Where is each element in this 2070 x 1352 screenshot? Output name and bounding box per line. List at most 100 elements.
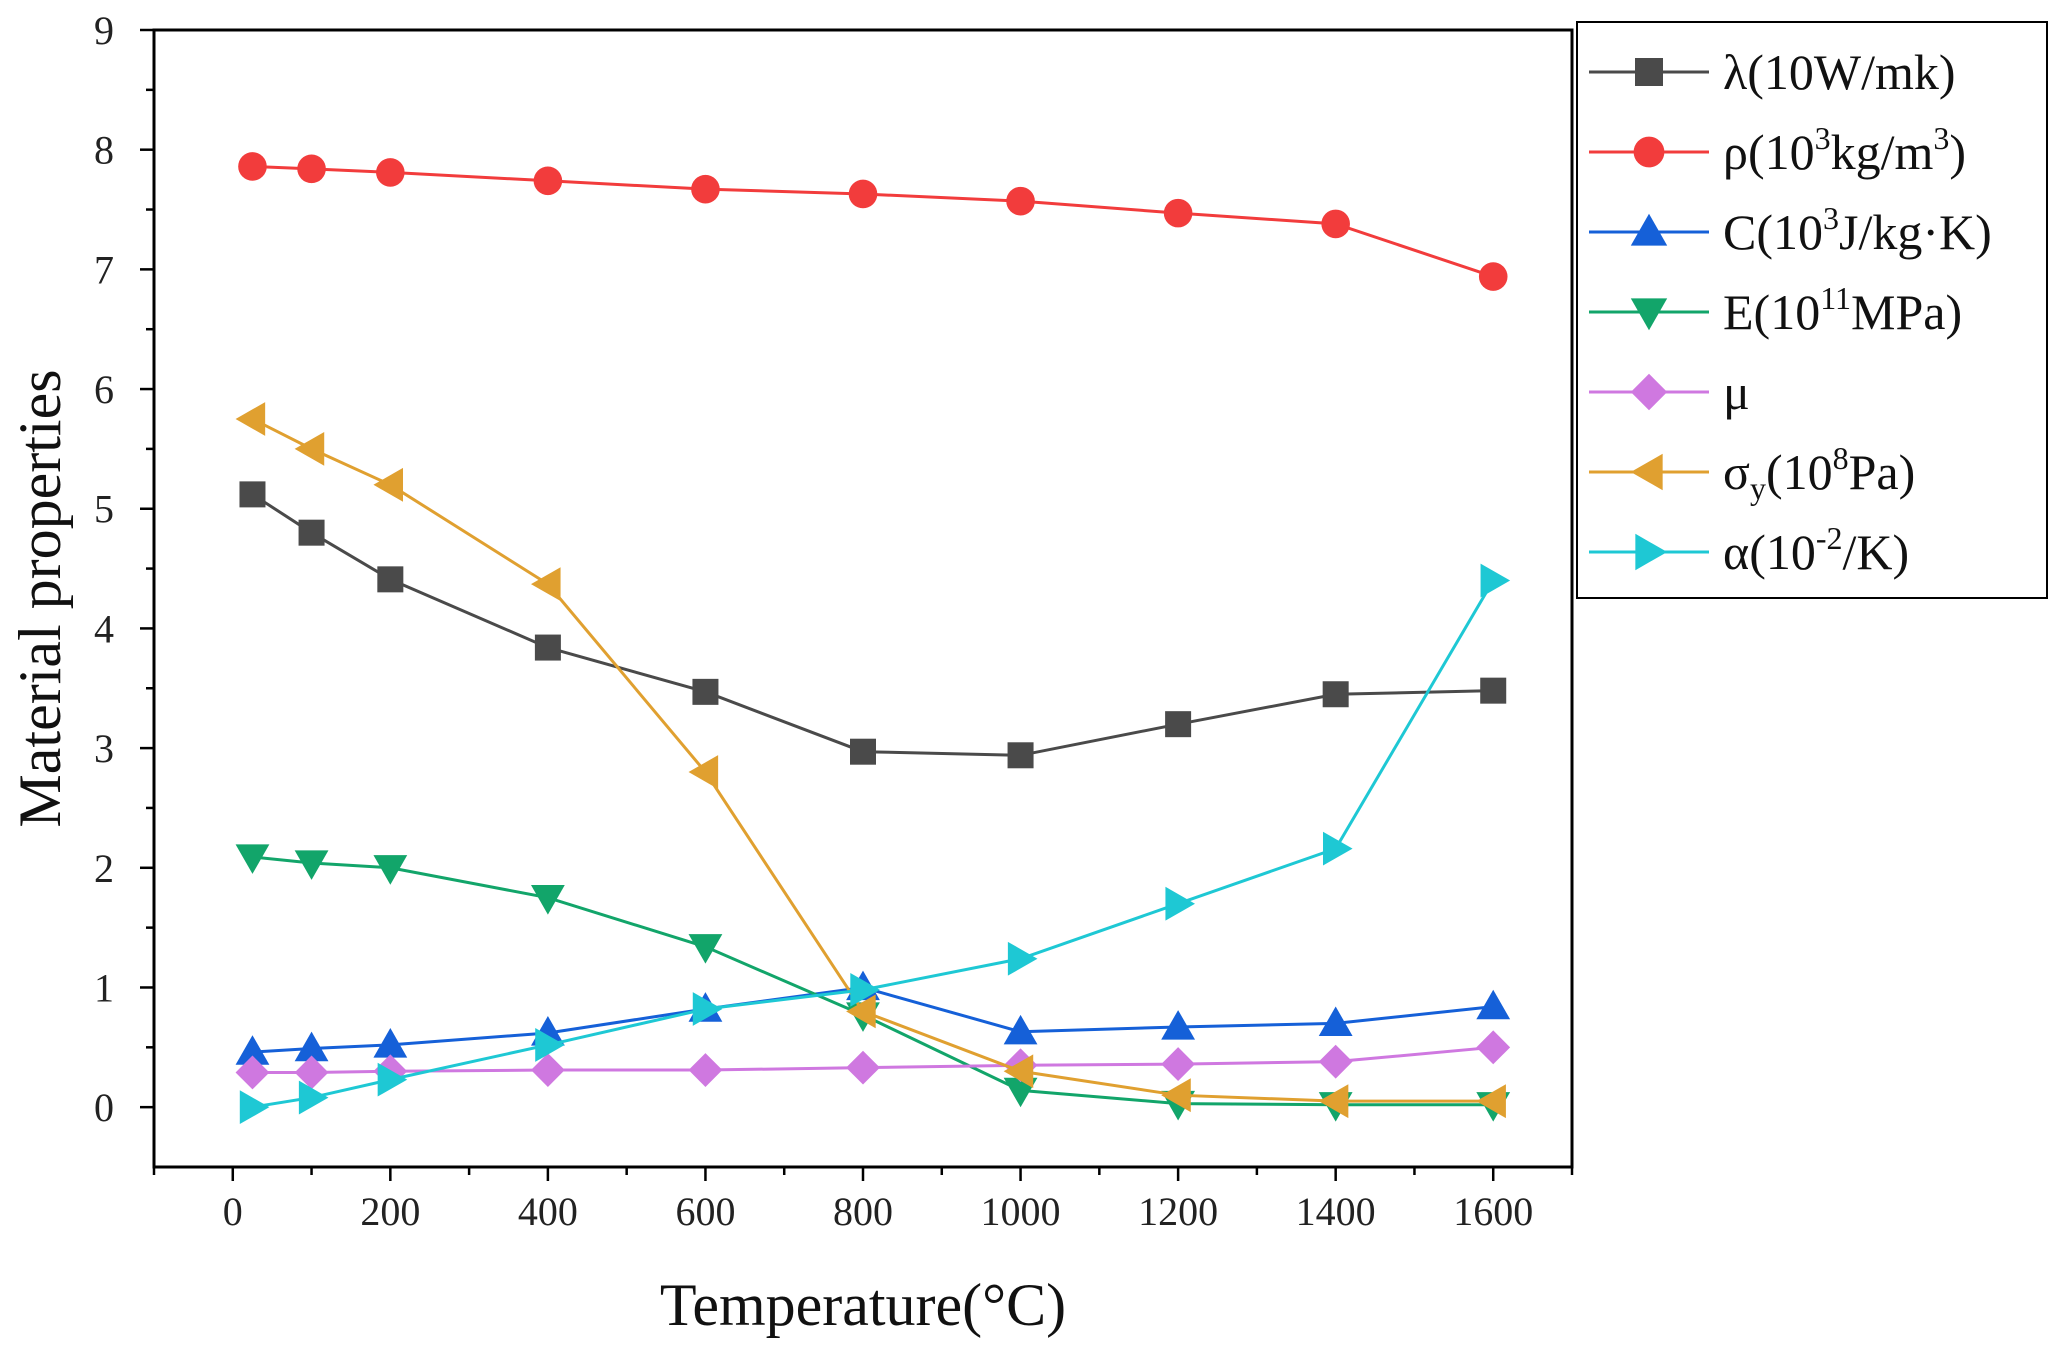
- series-alpha: [239, 563, 1511, 1125]
- y-tick-label: 3: [94, 726, 114, 771]
- data-point-sigma: [235, 402, 266, 436]
- legend-swatch-marker: [1630, 453, 1663, 491]
- x-tick-label: 1600: [1453, 1189, 1533, 1234]
- legend-item-rho: ρ(103kg/m3): [1589, 120, 1966, 180]
- series-line-lambda: [251, 493, 1494, 757]
- series-line-mu: [252, 1045, 1494, 1074]
- data-point-mu: [688, 1053, 723, 1087]
- legend-item-sigma: σy(108Pa): [1589, 440, 1915, 506]
- data-point-sigma: [1161, 1078, 1191, 1113]
- data-point-rho: [1321, 209, 1350, 239]
- legend-item-lambda: λ(10W/mk): [1589, 44, 1956, 100]
- data-point-lambda: [692, 678, 719, 705]
- data-point-alpha: [298, 1080, 329, 1115]
- x-axis-title: Temperature(°C): [660, 1272, 1066, 1338]
- series-line-e: [252, 855, 1494, 1107]
- data-point-rho: [1163, 198, 1193, 228]
- data-point-sigma: [373, 467, 404, 502]
- legend-swatch-marker: [1630, 298, 1668, 331]
- data-point-mu: [1318, 1044, 1353, 1079]
- series-layer: [235, 152, 1511, 1125]
- data-point-alpha: [1165, 886, 1196, 921]
- data-point-lambda: [298, 519, 325, 546]
- x-tick-label: 1400: [1296, 1189, 1376, 1234]
- legend-swatch-marker: [1635, 533, 1668, 571]
- axes: 0 200 400 600 800 1000 1200 1400 1600 0 1 2 3 4 5 6 7 8 9: [94, 8, 1574, 1234]
- data-point-rho: [297, 154, 326, 184]
- legend-swatch-marker: [1635, 58, 1663, 86]
- data-point-alpha: [1480, 563, 1511, 598]
- data-point-e: [688, 934, 723, 964]
- y-tick-label: 1: [94, 965, 114, 1010]
- x-tick-label: 1000: [981, 1189, 1061, 1234]
- y-tick-label: 8: [94, 128, 114, 173]
- data-point-lambda: [1480, 677, 1507, 704]
- data-point-c: [373, 1028, 408, 1058]
- legend-item-c: C(103J/kg·K): [1589, 200, 1992, 260]
- y-tick-label: 5: [94, 487, 114, 532]
- data-point-lambda: [1322, 681, 1349, 708]
- data-point-sigma: [846, 994, 876, 1029]
- data-point-mu: [530, 1053, 565, 1087]
- legend-swatch-marker: [1633, 136, 1665, 168]
- legend-label-sigma: σy(108Pa): [1723, 440, 1915, 506]
- legend-label-c: C(103J/kg·K): [1723, 200, 1992, 260]
- data-point-c: [294, 1031, 329, 1062]
- y-tick-label: 2: [94, 846, 114, 891]
- data-point-rho: [691, 174, 720, 204]
- y-tick-label: 4: [94, 606, 114, 651]
- data-point-rho: [533, 166, 563, 196]
- legend-swatch-marker: [1630, 213, 1668, 246]
- data-point-lambda: [239, 481, 266, 508]
- legend-item-alpha: α(10-2/K): [1589, 520, 1909, 580]
- data-point-rho: [848, 179, 878, 209]
- x-tick-label: 600: [675, 1189, 735, 1234]
- data-point-alpha: [1322, 831, 1353, 866]
- data-point-mu: [294, 1055, 329, 1090]
- legend: λ(10W/mk) ρ(103kg/m3) C(103J/kg·K) E(1011MP…: [1576, 21, 2048, 599]
- data-point-e: [373, 855, 408, 885]
- data-point-sigma: [294, 431, 325, 466]
- data-point-lambda: [1165, 711, 1192, 738]
- data-point-alpha: [239, 1090, 270, 1125]
- series-sigma: [235, 402, 1506, 1119]
- data-point-alpha: [535, 1028, 565, 1062]
- data-point-sigma: [1318, 1084, 1349, 1119]
- data-point-lambda: [534, 634, 561, 661]
- data-point-mu: [1161, 1047, 1196, 1081]
- data-point-sigma: [1476, 1084, 1506, 1119]
- data-point-c: [235, 1035, 270, 1065]
- x-tick-label: 1200: [1138, 1189, 1218, 1234]
- series-line-rho: [252, 164, 1494, 278]
- legend-label-alpha: α(10-2/K): [1723, 520, 1909, 580]
- series-rho: [238, 152, 1508, 291]
- y-tick-label: 0: [94, 1085, 114, 1130]
- series-lambda: [239, 481, 1507, 769]
- data-point-mu: [1476, 1030, 1511, 1065]
- x-tick-label: 800: [833, 1189, 893, 1234]
- data-point-rho: [1006, 186, 1035, 216]
- data-point-sigma: [530, 567, 561, 602]
- data-point-lambda: [1007, 742, 1034, 769]
- data-point-mu: [235, 1055, 270, 1090]
- data-point-alpha: [850, 972, 880, 1007]
- series-line-sigma: [251, 417, 1494, 1103]
- series-line-alpha: [252, 579, 1495, 1109]
- legend-label-lambda: λ(10W/mk): [1723, 44, 1956, 100]
- legend-swatch-marker: [1630, 373, 1668, 411]
- legend-label-mu: μ: [1723, 364, 1750, 420]
- data-point-alpha: [692, 992, 723, 1026]
- y-tick-label: 6: [94, 367, 114, 412]
- x-tick-label: 400: [518, 1189, 578, 1234]
- legend-label-rho: ρ(103kg/m3): [1723, 120, 1966, 180]
- data-point-lambda: [377, 566, 404, 593]
- data-point-mu: [846, 1050, 880, 1085]
- data-point-alpha: [377, 1062, 408, 1097]
- data-point-e: [235, 844, 270, 874]
- data-point-sigma: [688, 755, 719, 789]
- y-axis-title: Material properties: [7, 369, 73, 827]
- data-point-c: [1318, 1006, 1353, 1037]
- data-point-rho: [376, 158, 405, 187]
- legend-item-mu: μ: [1589, 364, 1750, 420]
